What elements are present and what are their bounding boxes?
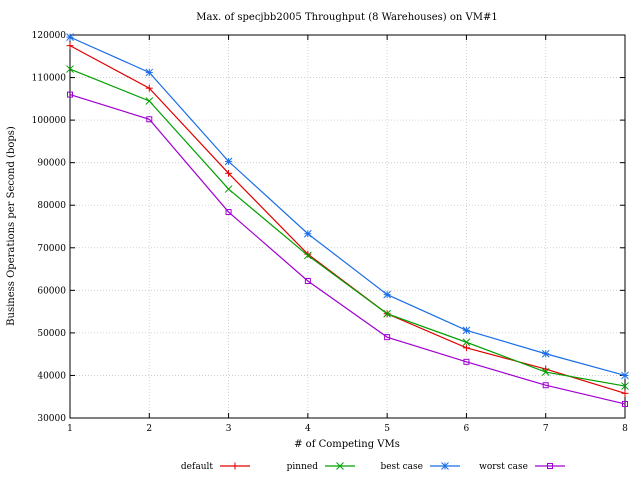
data-point	[383, 309, 391, 318]
marker-square	[622, 400, 628, 407]
data-point	[225, 169, 233, 177]
marker-stroke	[304, 229, 312, 238]
data-point	[224, 157, 233, 166]
y-tick-label: 40000	[37, 371, 66, 381]
marker-square	[384, 334, 391, 341]
data-point	[441, 462, 449, 470]
data-point	[145, 97, 154, 105]
x-tick-label: 8	[622, 424, 628, 434]
marker-stroke	[304, 251, 312, 260]
x-tick-label: 4	[305, 424, 311, 434]
marker-stroke	[336, 462, 344, 470]
series-line-default	[69, 45, 626, 394]
legend-label: best case	[380, 462, 423, 472]
legend: default pinned best case worst case	[181, 462, 565, 472]
data-point	[622, 400, 628, 407]
data-point	[146, 116, 153, 123]
data-point	[231, 462, 239, 470]
x-tick-label: 2	[146, 424, 152, 434]
y-tick-label: 30000	[37, 414, 66, 424]
data-point	[547, 463, 553, 469]
legend-label: worst case	[479, 462, 528, 472]
marker-stroke	[66, 65, 74, 73]
series-layer	[66, 33, 629, 407]
x-tick-label: 6	[464, 424, 470, 434]
marker-stroke	[145, 97, 154, 105]
data-point	[541, 349, 550, 358]
x-axis-label: # of Competing VMs	[294, 439, 400, 450]
data-point	[224, 185, 233, 193]
data-point	[67, 91, 73, 98]
data-point	[145, 68, 154, 77]
y-tick-label: 110000	[32, 74, 67, 84]
marker-stroke	[66, 33, 74, 41]
data-point	[462, 344, 470, 352]
marker-square	[547, 463, 553, 469]
data-point	[66, 42, 74, 50]
x-tick-label: 7	[543, 424, 549, 434]
marker-stroke	[224, 157, 233, 166]
marker-square	[542, 382, 549, 389]
data-point	[462, 326, 471, 335]
marker-stroke	[541, 349, 550, 358]
marker-square	[146, 116, 153, 123]
marker-stroke	[462, 338, 471, 347]
marker-stroke	[441, 462, 449, 470]
marker-square	[304, 277, 311, 284]
marker-stroke	[462, 326, 471, 335]
data-point	[621, 389, 629, 397]
data-point	[462, 338, 471, 347]
legend-label: default	[181, 462, 213, 472]
y-tick-label: 70000	[37, 244, 66, 254]
data-point	[66, 65, 74, 73]
x-tick-label: 5	[384, 424, 390, 434]
data-point	[621, 382, 629, 390]
y-tick-label: 120000	[32, 31, 67, 41]
plot-frame	[69, 34, 626, 419]
marker-stroke	[621, 382, 629, 390]
marker-stroke	[145, 68, 154, 77]
data-point	[145, 84, 153, 92]
marker-stroke	[621, 371, 629, 380]
y-tick-label: 80000	[37, 201, 66, 211]
series-line-pinned	[69, 68, 626, 387]
grid-layer	[70, 35, 625, 418]
data-point	[463, 358, 470, 365]
marker-stroke	[224, 185, 233, 193]
data-point	[225, 209, 232, 216]
legend-label: pinned	[287, 462, 319, 472]
tick-layer: 30000 40000 50000 60000 70000 80000 90000 10000…	[32, 31, 628, 434]
data-point	[383, 290, 391, 299]
data-point	[304, 277, 311, 284]
data-point	[541, 368, 550, 376]
y-tick-label: 50000	[37, 329, 66, 339]
y-tick-label: 100000	[32, 116, 67, 126]
data-point	[621, 371, 629, 380]
marker-stroke	[541, 368, 550, 376]
data-point	[384, 334, 391, 341]
marker-stroke	[383, 309, 391, 318]
series-line-worst-case	[69, 94, 626, 405]
marker-square	[225, 209, 232, 216]
x-tick-label: 1	[67, 424, 73, 434]
data-point	[336, 462, 344, 470]
data-point	[304, 229, 312, 238]
marker-square	[67, 91, 73, 98]
data-point	[66, 33, 74, 41]
marker-stroke	[383, 290, 391, 299]
data-point	[542, 382, 549, 389]
chart-title: Max. of specjbb2005 Throughput (8 Wareho…	[196, 12, 497, 23]
series-line-best-case	[69, 36, 626, 377]
y-tick-label: 90000	[37, 159, 66, 169]
x-tick-label: 3	[226, 424, 232, 434]
data-point	[304, 251, 312, 260]
marker-square	[463, 358, 470, 365]
y-axis-label: Business Operations per Second (bops)	[6, 126, 17, 326]
y-tick-label: 60000	[37, 286, 66, 296]
